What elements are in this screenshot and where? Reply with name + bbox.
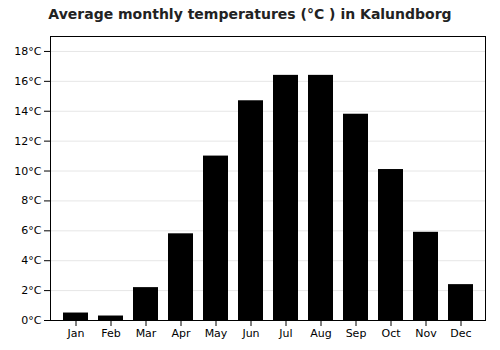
svg-text:10°C: 10°C: [14, 165, 41, 178]
svg-text:0°C: 0°C: [21, 314, 41, 327]
svg-text:Apr: Apr: [171, 327, 191, 340]
svg-text:14°C: 14°C: [14, 105, 41, 118]
svg-text:Oct: Oct: [381, 327, 401, 340]
svg-text:Feb: Feb: [101, 327, 120, 340]
svg-text:4°C: 4°C: [21, 254, 41, 267]
svg-text:Mar: Mar: [136, 327, 157, 340]
svg-text:Jul: Jul: [278, 327, 292, 340]
svg-text:18°C: 18°C: [14, 45, 41, 58]
svg-text:2°C: 2°C: [21, 284, 41, 297]
svg-text:6°C: 6°C: [21, 224, 41, 237]
svg-text:Sep: Sep: [346, 327, 367, 340]
svg-text:Nov: Nov: [415, 327, 437, 340]
svg-text:May: May: [205, 327, 228, 340]
html-text:Average monthly temperatures (: Average monthly temperatures (°C ) in Ka…: [48, 6, 452, 22]
svg-text:Jan: Jan: [67, 327, 85, 340]
svg-text:Aug: Aug: [310, 327, 331, 340]
svg-text:8°C: 8°C: [21, 194, 41, 207]
svg-text:Jun: Jun: [241, 327, 259, 340]
svg-text:12°C: 12°C: [14, 135, 41, 148]
svg-text:Dec: Dec: [450, 327, 471, 340]
svg-text:16°C: 16°C: [14, 75, 41, 88]
